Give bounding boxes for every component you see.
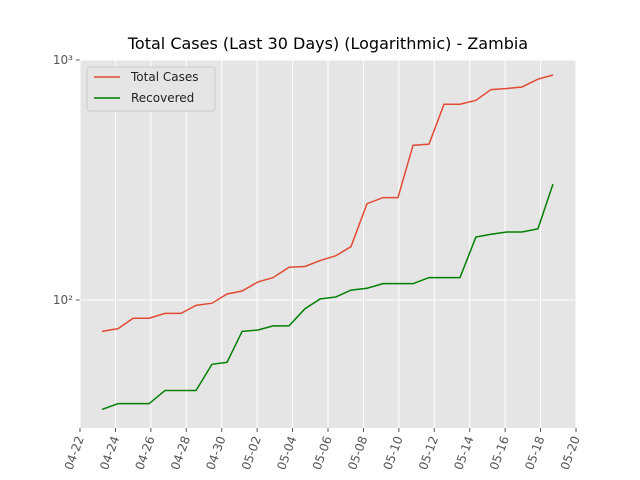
x-tick-label: 05-16 <box>487 434 512 472</box>
x-tick-label: 05-12 <box>416 434 441 472</box>
series-line <box>101 183 554 411</box>
legend-label: Total Cases <box>130 70 198 84</box>
x-tick-label: 05-14 <box>451 434 476 472</box>
x-tick-label: 04-30 <box>203 434 228 472</box>
y-tick-label: 10³ <box>53 53 73 67</box>
chart-title: Total Cases (Last 30 Days) (Logarithmic)… <box>127 34 528 53</box>
x-tick-label: 05-08 <box>345 434 370 472</box>
x-tick-label: 05-04 <box>274 434 299 472</box>
legend: Total Cases Recovered <box>86 66 216 112</box>
y-tick-label: 10² <box>53 293 73 307</box>
x-tick-label: 05-18 <box>522 434 547 472</box>
x-tick-label: 05-06 <box>310 434 335 472</box>
series-line <box>101 74 554 333</box>
x-tick-label: 04-22 <box>62 434 87 472</box>
x-tick-label: 05-10 <box>381 434 406 472</box>
x-tick-label: 04-24 <box>97 434 122 472</box>
x-tick-label: 04-26 <box>133 434 158 472</box>
x-tick-label: 05-20 <box>558 434 583 472</box>
legend-box <box>86 66 216 112</box>
x-tick-label: 04-28 <box>168 434 193 472</box>
x-tick-label: 05-02 <box>239 434 264 472</box>
legend-label: Recovered <box>131 91 194 105</box>
